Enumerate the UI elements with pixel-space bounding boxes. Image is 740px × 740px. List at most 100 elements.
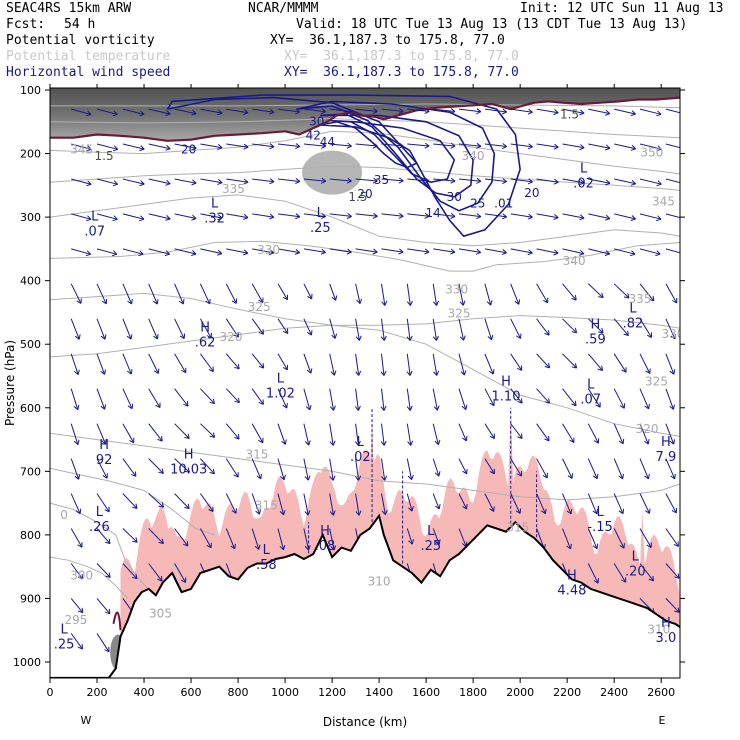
- wind-vector: [148, 493, 165, 508]
- wind-vector: [458, 213, 482, 220]
- wind-vector: [251, 458, 262, 480]
- field-xy-pv: XY= 36.1,187.3 to 175.8, 77.0: [270, 33, 505, 48]
- pv-contour-line: [50, 96, 680, 142]
- wind-vector: [96, 353, 106, 375]
- wind-vector: [381, 108, 404, 114]
- theta-contour-320: [50, 324, 680, 437]
- theta-label: 345: [70, 143, 93, 157]
- extremum-label: L.07: [580, 378, 601, 408]
- wind-vector: [380, 388, 387, 411]
- wind-vector: [381, 248, 404, 255]
- wind-vector: [96, 458, 108, 479]
- wind-speed-label: 42: [306, 129, 321, 143]
- x-tick-label: 1800: [459, 686, 487, 699]
- wind-vector: [458, 423, 468, 442]
- wind-vector: [226, 108, 249, 115]
- wind-vector: [484, 388, 495, 407]
- x-tick-label: 400: [134, 686, 155, 699]
- wind-vector: [251, 493, 261, 515]
- wind-vector: [148, 563, 163, 582]
- wind-vector: [225, 493, 237, 514]
- theta-label: 315: [506, 521, 529, 535]
- wind-vector: [148, 318, 159, 340]
- wind-vector: [510, 108, 533, 115]
- wind-vector: [174, 283, 185, 305]
- extremum-label: H.08: [315, 524, 336, 554]
- wind-vector: [226, 248, 249, 256]
- wind-vector: [536, 458, 548, 479]
- extremum-letter: L: [629, 301, 637, 316]
- wind-vector: [587, 563, 599, 584]
- wind-vector: [355, 177, 378, 184]
- wind-vector: [174, 423, 190, 439]
- theta-label: 315: [245, 448, 268, 462]
- wind-vector: [252, 248, 275, 256]
- wind-vector: [122, 563, 138, 580]
- wind-speed-label: 20: [181, 143, 196, 157]
- wind-vector: [380, 318, 387, 341]
- wind-vector: [614, 178, 637, 186]
- wind-vector: [70, 633, 83, 650]
- wind-vector: [588, 108, 611, 116]
- wind-vector: [536, 178, 559, 185]
- wind-vector: [355, 493, 362, 516]
- extremum-value: .08: [315, 539, 336, 554]
- wind-vector: [199, 493, 214, 512]
- wind-vector: [355, 248, 378, 255]
- wind-vector: [251, 423, 264, 444]
- terrain: [50, 513, 680, 678]
- wind-vector: [458, 248, 482, 255]
- wind-vector: [70, 423, 80, 445]
- wind-vector: [665, 563, 680, 579]
- theta-label: 300: [70, 568, 93, 582]
- wind-vector: [329, 353, 337, 376]
- wind-vector: [251, 283, 264, 304]
- extremum-value: .59: [585, 332, 606, 347]
- extremum-label: L-.15: [587, 505, 612, 535]
- wind-vector: [225, 423, 240, 440]
- wind-vector: [71, 108, 92, 117]
- field-name-pv: Potential vorticity: [6, 33, 155, 48]
- wind-vector: [665, 248, 680, 254]
- wind-contour-20: [166, 94, 521, 238]
- wind-vector: [277, 318, 289, 334]
- wind-vector: [122, 143, 145, 152]
- wind-vector: [148, 528, 164, 545]
- wind-vector: [587, 353, 603, 372]
- y-tick-label: 800: [20, 529, 41, 542]
- extremum-value: 10.03: [170, 463, 207, 478]
- wind-vector: [355, 318, 362, 341]
- wind-vector: [277, 178, 301, 184]
- wind-vector: [381, 142, 404, 149]
- theta-contour-315: [50, 432, 680, 501]
- y-tick-label: 1000: [13, 656, 41, 669]
- wind-vector: [536, 353, 551, 369]
- theta-contour-350: [50, 118, 680, 139]
- wind-vector: [407, 108, 430, 114]
- wind-vector: [406, 388, 413, 411]
- wind-vector: [510, 423, 523, 439]
- extremum-value: .20: [625, 564, 646, 579]
- wind-vector: [407, 248, 430, 255]
- wind-vector: [406, 493, 414, 512]
- wind-vector: [174, 458, 190, 473]
- theta-contour-310: [50, 467, 215, 536]
- wind-vector: [174, 213, 197, 221]
- wind-vector: [303, 493, 311, 516]
- wind-vector: [587, 458, 599, 480]
- wind-vector: [458, 108, 482, 115]
- x-tick-label: 2400: [600, 686, 628, 699]
- extremum-label: H3.0: [656, 616, 677, 646]
- wind-vector: [407, 142, 430, 149]
- extremum-value: .26: [89, 520, 110, 535]
- y-tick-label: 100: [20, 84, 41, 97]
- pv-label: 1.5: [95, 149, 114, 163]
- wind-vector: [70, 388, 80, 411]
- wind-vector: [381, 493, 388, 516]
- wind-vector: [639, 143, 662, 152]
- wind-vector: [303, 458, 311, 481]
- wind-vector: [484, 143, 508, 150]
- wind-vector: [174, 178, 197, 186]
- wind-contour-30: [320, 113, 474, 198]
- wind-vector: [484, 493, 495, 512]
